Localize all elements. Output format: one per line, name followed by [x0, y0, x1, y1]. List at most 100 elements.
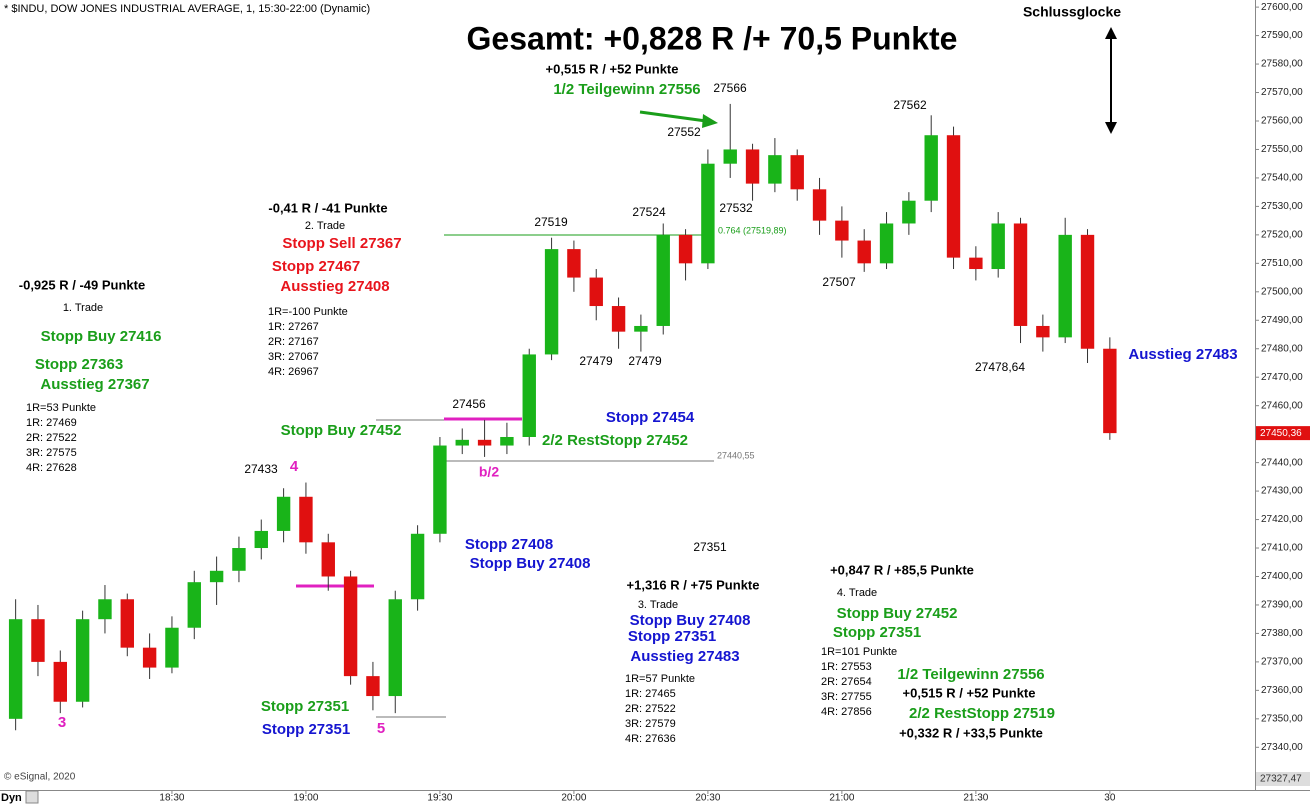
annotation: 2R: 27522: [625, 703, 676, 715]
copyright: © eSignal, 2020: [4, 772, 76, 783]
x-tick-label: 30: [1104, 793, 1116, 804]
annotation: 1R: 27553: [821, 661, 872, 673]
candle-body: [1013, 223, 1028, 326]
candle-body: [946, 135, 961, 258]
annotation: 1R=101 Punkte: [821, 646, 897, 658]
subtitle: * $INDU, DOW JONES INDUSTRIAL AVERAGE, 1…: [4, 3, 370, 15]
candle-body: [187, 582, 201, 628]
annotation: 4R: 27628: [26, 462, 77, 474]
annotation: 27507: [822, 275, 856, 289]
arrow-head: [1105, 122, 1117, 134]
candle-body: [768, 155, 782, 184]
last-price-label: 27450,36: [1260, 428, 1302, 439]
annotation: 27552: [667, 125, 701, 139]
candle-body: [1036, 325, 1050, 338]
y-tick-label: 27530,00: [1261, 201, 1303, 212]
arrow-head: [1105, 27, 1117, 39]
close-bell: Schlussglocke: [1023, 4, 1121, 20]
x-tick-label: 19:00: [293, 793, 318, 804]
y-tick-label: 27400,00: [1261, 571, 1303, 582]
annotation: 27456: [452, 397, 486, 411]
annotation: 27478,64: [975, 360, 1025, 374]
annotation: 2. Trade: [305, 220, 345, 232]
annotation: Stopp 27467: [272, 258, 360, 275]
y-tick-label: 27470,00: [1261, 372, 1303, 383]
y-tick-label: 27360,00: [1261, 685, 1303, 696]
icon[interactable]: [25, 790, 39, 804]
annotation: 4: [290, 458, 299, 475]
y-tick-label: 27430,00: [1261, 486, 1303, 497]
candle-body: [500, 436, 514, 446]
annotation: +0,515 R / +52 Punkte: [546, 61, 679, 76]
y-tick-label: 27560,00: [1261, 116, 1303, 127]
candle-body: [165, 627, 179, 668]
annotation: 2R: 27522: [26, 432, 77, 444]
candle-body: [75, 619, 90, 702]
candle-body: [8, 619, 23, 719]
annotation: +0,332 R / +33,5 Punkte: [899, 725, 1043, 740]
candle-body: [678, 234, 693, 264]
annotation: 3R: 27579: [625, 718, 676, 730]
candle-body: [567, 249, 581, 278]
annotation: 1R=-100 Punkte: [268, 306, 348, 318]
candle-body: [857, 240, 871, 264]
annotation: Stopp Buy 27408: [470, 555, 591, 572]
annotation: Stopp 27408: [465, 536, 553, 553]
last-price-box: [1256, 426, 1310, 441]
x-tick-label: 20:30: [695, 793, 720, 804]
annotation: Stopp Buy 27416: [41, 328, 162, 345]
y-tick-label: 27380,00: [1261, 628, 1303, 639]
annotation: 1R: 27469: [26, 417, 77, 429]
x-tick-label: 18:30: [159, 793, 184, 804]
candle-body: [120, 599, 134, 648]
annotation: 27519: [534, 215, 568, 229]
candle-body: [902, 200, 916, 224]
candle-body: [745, 149, 760, 184]
annotation: 1R: 27465: [625, 688, 676, 700]
annotation: 27524: [632, 205, 666, 219]
annotation: 2R: 27654: [821, 676, 872, 688]
candle-body: [142, 647, 157, 668]
candle-body: [991, 223, 1005, 270]
annotation: 5: [377, 720, 385, 737]
annotation: 4R: 27856: [821, 706, 872, 718]
y-tick-label: 27510,00: [1261, 258, 1303, 269]
annotation: Stopp 27351: [261, 698, 349, 715]
annotation: 4R: 27636: [625, 733, 676, 745]
arrow: [639, 110, 707, 123]
candle-body: [98, 599, 112, 620]
y-tick-label: 27370,00: [1261, 657, 1303, 668]
candle-body: [1103, 348, 1117, 434]
x-tick-label: 20:00: [561, 793, 586, 804]
annotation: 3R: 27755: [821, 691, 872, 703]
annotation: 4R: 26967: [268, 366, 319, 378]
candle-body: [522, 354, 536, 437]
candle-body: [1080, 234, 1095, 349]
annotation: +0,847 R / +85,5 Punkte: [830, 562, 974, 577]
annotation: 2R: 27167: [268, 336, 319, 348]
candle-body: [924, 135, 938, 201]
annotation: -0,925 R / -49 Punkte: [19, 277, 145, 292]
annotation: 1/2 Teilgewinn 27556: [553, 81, 700, 98]
candle-body: [209, 570, 224, 583]
annotation: Ausstieg 27483: [1128, 346, 1237, 363]
annotation: Ausstieg 27408: [280, 278, 389, 295]
y-tick-label: 27550,00: [1261, 144, 1303, 155]
annotation: 27562: [893, 98, 927, 112]
candle-body: [879, 223, 894, 264]
annotation: -0,41 R / -41 Punkte: [268, 200, 387, 215]
annotation: Stopp 27363: [35, 356, 123, 373]
candle-body: [276, 496, 291, 531]
y-tick-label: 27580,00: [1261, 59, 1303, 70]
y-tick-label: 27420,00: [1261, 514, 1303, 525]
candle-body: [723, 149, 737, 164]
annotation: 3. Trade: [638, 599, 678, 611]
annotation: 1R: 27267: [268, 321, 319, 333]
annotation: b/2: [479, 464, 499, 480]
candle-body: [388, 599, 402, 697]
candle-body: [611, 306, 626, 332]
candle-body: [366, 676, 380, 697]
bottom-price-box: [1256, 772, 1310, 786]
candle-body: [53, 661, 67, 702]
y-tick-label: 27570,00: [1261, 87, 1303, 98]
